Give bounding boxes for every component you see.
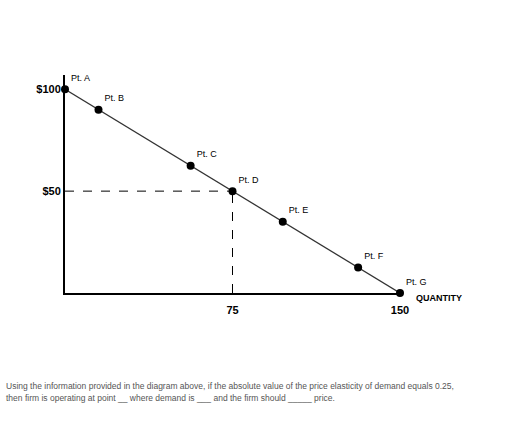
svg-text:$100: $100: [36, 83, 60, 95]
svg-text:150: 150: [391, 304, 409, 316]
svg-text:Pt. F: Pt. F: [364, 251, 384, 261]
svg-text:QUANTITY: QUANTITY: [416, 293, 462, 303]
svg-text:Pt. A: Pt. A: [71, 73, 90, 83]
svg-text:Pt. C: Pt. C: [197, 149, 218, 159]
html-text:then firm is operating at poin: then firm is operating at point __ where…: [6, 393, 335, 403]
svg-text:Pt. D: Pt. D: [239, 175, 260, 185]
svg-text:Pt. B: Pt. B: [105, 93, 125, 103]
svg-text:75: 75: [226, 304, 238, 316]
html-text:Using the information provided: Using the information provided in the di…: [6, 381, 454, 391]
svg-text:Pt. G: Pt. G: [406, 277, 427, 287]
svg-text:Pt. E: Pt. E: [289, 205, 309, 215]
svg-text:$50: $50: [42, 185, 60, 197]
